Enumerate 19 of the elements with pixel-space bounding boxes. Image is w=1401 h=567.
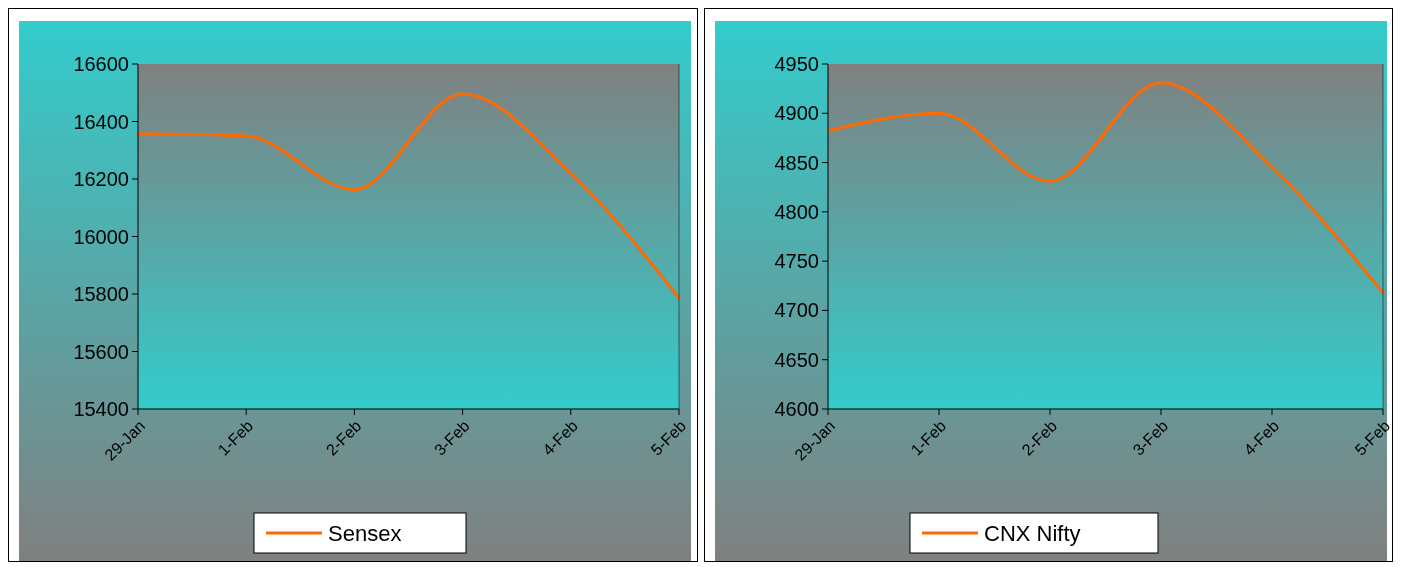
line-series [136, 92, 681, 300]
y-tick-label: 16400 [73, 110, 129, 133]
y-tick-label: 16600 [73, 53, 129, 75]
y-tick-label: 4900 [774, 102, 819, 125]
y-tick-label: 4600 [774, 398, 819, 420]
line-series [826, 81, 1384, 295]
legend-label: CNX Nifty [983, 520, 1081, 546]
legend-label: Sensex [328, 520, 402, 546]
y-tick-label: 4650 [774, 348, 819, 371]
y-tick-label: 4700 [774, 299, 819, 322]
y-tick-label: 16000 [73, 225, 129, 248]
y-tick-label: 4850 [774, 151, 819, 174]
y-tick-label: 16200 [73, 168, 129, 190]
y-tick-label: 15400 [73, 398, 129, 420]
y-tick-label: 4950 [774, 53, 819, 75]
y-tick-label: 15800 [73, 283, 129, 305]
y-tick-label: 4800 [774, 200, 819, 223]
y-tick-label: 4750 [774, 250, 819, 273]
y-tick-label: 15600 [73, 340, 129, 363]
